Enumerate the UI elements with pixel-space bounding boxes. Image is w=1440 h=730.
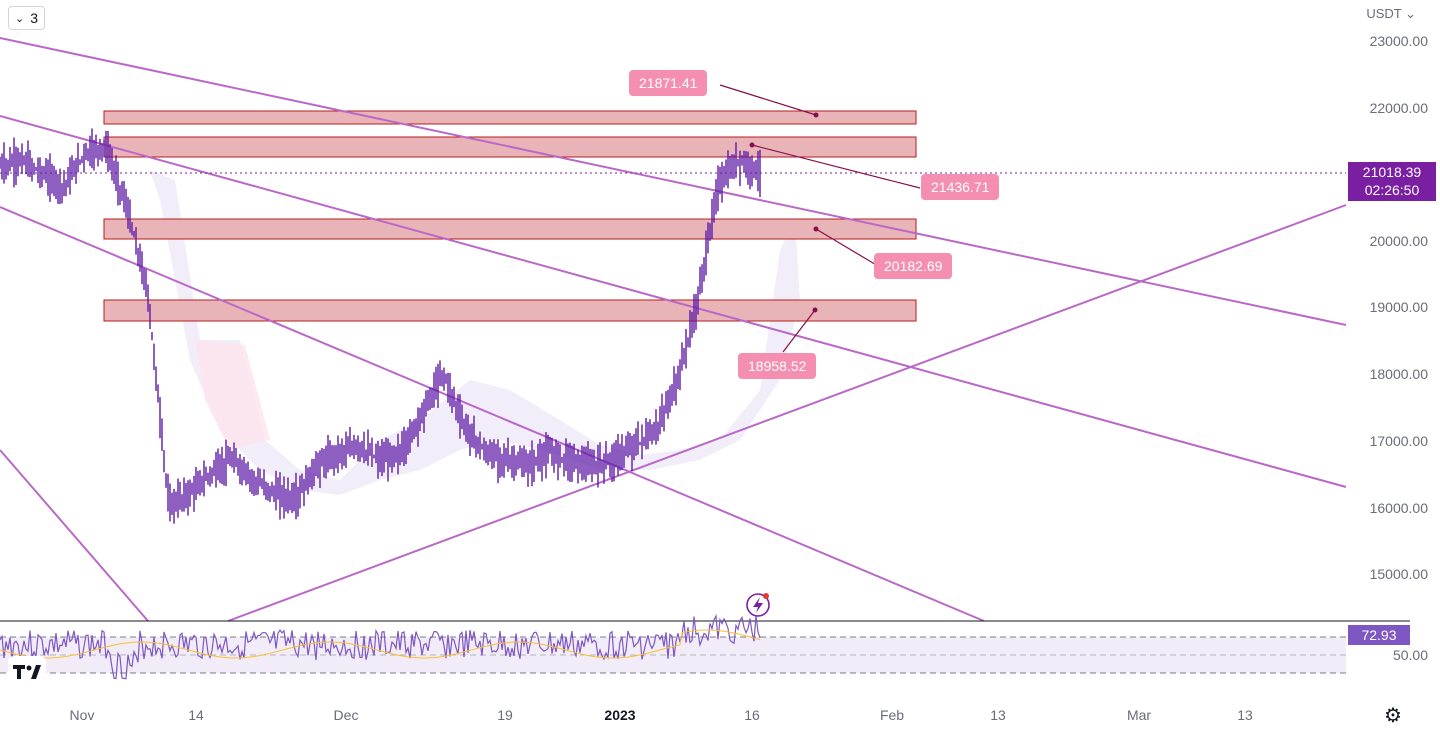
price-label: 17000.00 <box>1369 433 1428 449</box>
level-tag-21871[interactable]: 21871.41 <box>629 70 708 96</box>
time-label: Nov <box>69 707 95 723</box>
indicators-count: 3 <box>30 10 39 26</box>
time-label: 13 <box>990 707 1006 723</box>
rsi-line <box>0 613 761 680</box>
price-label: 15000.00 <box>1369 566 1428 582</box>
cloud-area-upper <box>150 170 800 495</box>
chevron-down-icon: ⌄ <box>15 12 25 25</box>
gear-icon[interactable]: ⚙ <box>1384 705 1402 727</box>
candle-countdown: 02:26:50 <box>1364 182 1420 198</box>
callout-line-2 <box>751 144 921 189</box>
time-label: 19 <box>497 707 513 723</box>
time-label: 14 <box>188 707 204 723</box>
callout-line-1 <box>719 84 817 116</box>
tradingview-logo-icon[interactable] <box>8 656 46 688</box>
zone-4[interactable] <box>103 299 917 322</box>
trendline-3[interactable] <box>0 206 985 622</box>
level-tag-21436[interactable]: 21436.71 <box>921 174 1000 200</box>
current-price-value: 21018.39 <box>1362 164 1422 180</box>
time-label: Mar <box>1126 707 1152 723</box>
trendline-5[interactable] <box>227 204 1347 622</box>
time-label: 16 <box>744 707 760 723</box>
current-price-badge: 21018.39 02:26:50 <box>1348 162 1436 201</box>
price-label: 16000.00 <box>1369 500 1428 516</box>
zone-3[interactable] <box>103 218 917 240</box>
zone-1[interactable] <box>103 110 917 125</box>
price-series <box>0 128 761 524</box>
price-label: 22000.00 <box>1369 100 1428 116</box>
rsi-mid-label: 50.00 <box>1392 647 1428 663</box>
currency-selector[interactable]: USDT ⌄ <box>1366 6 1416 21</box>
time-label: Dec <box>333 707 359 723</box>
lightning-icon[interactable] <box>746 593 770 617</box>
time-label: 13 <box>1237 707 1253 723</box>
price-label: 23000.00 <box>1369 33 1428 49</box>
level-tag-18958[interactable]: 18958.52 <box>738 353 817 379</box>
callout-point-1[interactable] <box>813 112 819 118</box>
level-tag-20182[interactable]: 20182.69 <box>874 253 953 279</box>
price-label: 20000.00 <box>1369 233 1428 249</box>
price-label: 18000.00 <box>1369 366 1428 382</box>
trendline-4[interactable] <box>0 449 149 622</box>
callout-line-4 <box>782 309 816 353</box>
cloud-area-red <box>195 340 270 450</box>
callout-point-3[interactable] <box>813 226 819 232</box>
rsi-value-badge: 72.93 <box>1348 625 1410 645</box>
rsi-series <box>0 613 761 680</box>
trendline-2[interactable] <box>0 115 1347 488</box>
callout-line-3 <box>815 228 879 267</box>
trendline-1[interactable] <box>0 37 1347 326</box>
chevron-down-icon: ⌄ <box>1405 6 1416 21</box>
callout-point-4[interactable] <box>812 307 818 313</box>
price-label: 19000.00 <box>1369 299 1428 315</box>
indicators-toggle-button[interactable]: ⌄ 3 <box>8 6 46 30</box>
rsi-ma-line <box>0 629 761 659</box>
time-label: 2023 <box>604 707 636 723</box>
time-label: Feb <box>879 707 905 723</box>
callout-point-2[interactable] <box>749 142 755 148</box>
